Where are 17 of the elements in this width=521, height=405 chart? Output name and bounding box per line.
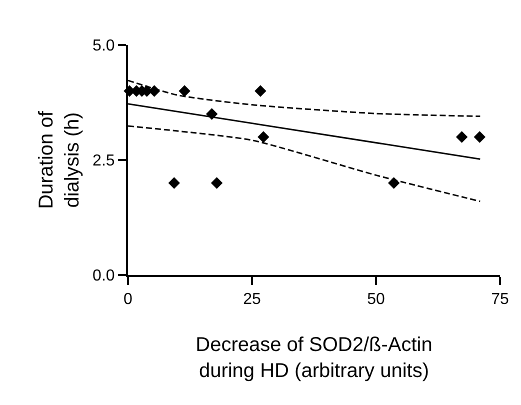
x-tick-label: 25	[243, 291, 261, 308]
point	[206, 108, 218, 120]
x-tick-label: 0	[124, 291, 133, 308]
y-tick-label: 0.0	[92, 268, 115, 285]
y-tick-label: 5.0	[92, 38, 115, 55]
point	[210, 177, 223, 189]
y-axis-title: Duration of dialysis (h)	[36, 110, 84, 209]
point	[474, 131, 486, 143]
point	[258, 131, 270, 143]
x-tick-label: 50	[367, 291, 385, 308]
point	[178, 85, 190, 97]
point	[254, 85, 266, 97]
x-axis-title: Decrease of SOD2/ß-Actin during HD (arbitrary units)	[196, 334, 432, 382]
point	[456, 131, 468, 143]
point	[168, 177, 180, 189]
x-tick-label: 75	[491, 291, 509, 308]
y-tick-label: 2.5	[92, 152, 115, 170]
